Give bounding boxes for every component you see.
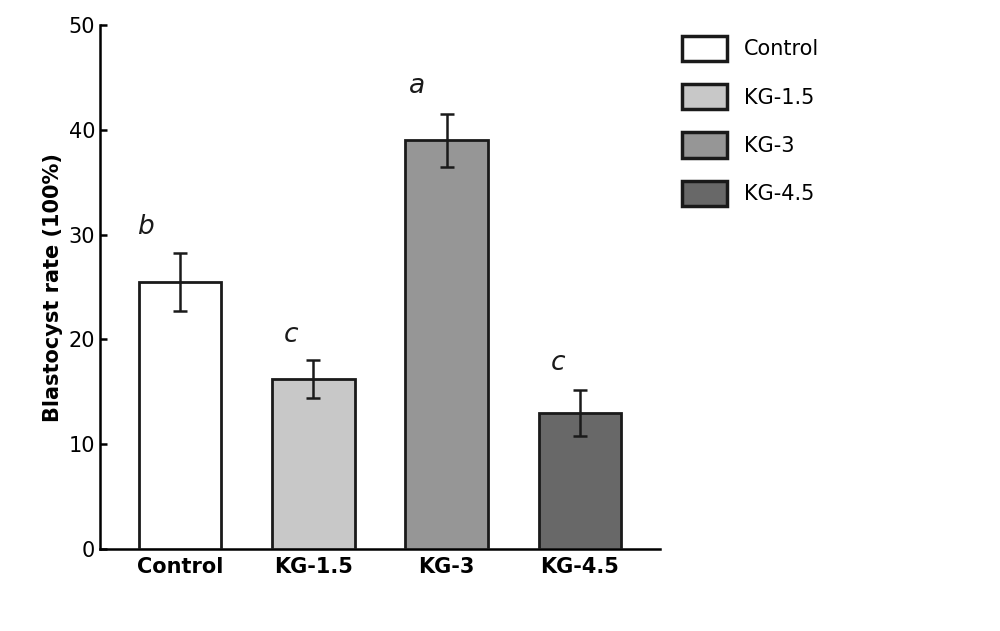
- Bar: [272, 379, 355, 549]
- Bar: [139, 282, 221, 549]
- Text: c: c: [284, 322, 298, 348]
- Text: b: b: [137, 214, 154, 240]
- Legend: Control, KG-1.5, KG-3, KG-4.5: Control, KG-1.5, KG-3, KG-4.5: [682, 36, 819, 206]
- Text: c: c: [551, 350, 565, 376]
- Y-axis label: Blastocyst rate (100%): Blastocyst rate (100%): [43, 153, 63, 422]
- Text: a: a: [409, 73, 425, 98]
- Bar: [405, 141, 488, 549]
- Bar: [539, 413, 621, 549]
